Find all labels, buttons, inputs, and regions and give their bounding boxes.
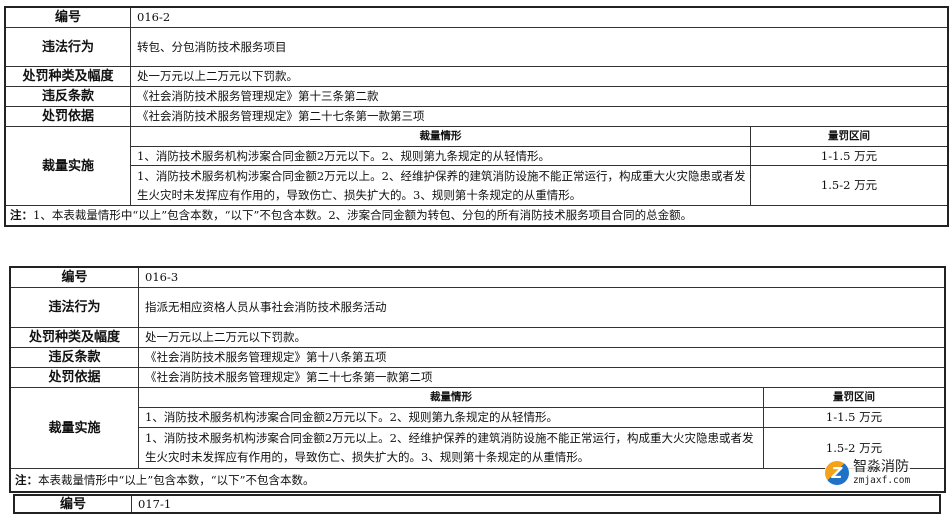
id-value: 016-3 [139,268,944,288]
note-row: 注： 1、本表裁量情形中“以上”包含本数，“以下”不包含本数。2、涉案合同金额为转… [6,206,947,225]
penalty-table-017-1: 编号 017-1 [13,494,941,514]
violated-clause-label: 违反条款 [6,87,131,107]
range-cell: 1-1.5 万元 [751,147,947,166]
col-situation-header: 裁量情形 [131,127,751,147]
penalty-label: 处罚种类及幅度 [11,328,139,348]
violated-clause-label: 违反条款 [11,348,139,368]
situation-cell: 1、消防技术服务机构涉案合同金额2万元以上。2、经维护保养的建筑消防设施不能正常… [131,166,751,206]
violation-value: 指派无相应资格人员从事社会消防技术服务活动 [139,288,944,328]
situation-cell: 1、消防技术服务机构涉案合同金额2万元以上。2、经维护保养的建筑消防设施不能正常… [139,428,764,469]
id-value: 017-1 [138,496,172,511]
violated-clause-value: 《社会消防技术服务管理规定》第十八条第五项 [139,348,944,368]
col-range-header: 量罚区间 [764,388,944,408]
discretion-label: 裁量实施 [6,127,131,206]
id-label: 编号 [15,496,132,512]
range-cell: 1-1.5 万元 [764,408,944,428]
violation-label: 违法行为 [11,288,139,328]
col-situation-header: 裁量情形 [139,388,764,408]
watermark-logo-icon: Z [825,461,849,485]
id-label: 编号 [6,8,131,28]
basis-label: 处罚依据 [6,107,131,127]
violation-value: 转包、分包消防技术服务项目 [131,28,947,67]
note-row: 注： 本表裁量情形中“以上”包含本数，“以下”不包含本数。 [11,469,944,491]
range-cell: 1.5-2 万元 [751,166,947,206]
discretion-label: 裁量实施 [11,388,139,469]
id-value: 016-2 [131,8,947,28]
basis-value: 《社会消防技术服务管理规定》第二十七条第一款第三项 [131,107,947,127]
violated-clause-value: 《社会消防技术服务管理规定》第十三条第二款 [131,87,947,107]
watermark: Z 智淼消防 zmjaxf.com [825,459,911,486]
watermark-url: zmjaxf.com [853,475,911,486]
watermark-name: 智淼消防 [853,459,909,475]
penalty-label: 处罚种类及幅度 [6,67,131,87]
basis-value: 《社会消防技术服务管理规定》第二十七条第一款第二项 [139,368,944,388]
note-text: 1、本表裁量情形中“以上”包含本数，“以下”不包含本数。2、涉案合同金额为转包、… [33,208,693,222]
id-label: 编号 [11,268,139,288]
penalty-value: 处一万元以上二万元以下罚款。 [139,328,944,348]
note-label: 注： [15,472,38,487]
note-label: 注： [10,208,33,222]
basis-label: 处罚依据 [11,368,139,388]
penalty-table-016-3: 编号 016-3 违法行为 指派无相应资格人员从事社会消防技术服务活动 处罚种类… [9,266,946,493]
penalty-value: 处一万元以上二万元以下罚款。 [131,67,947,87]
violation-label: 违法行为 [6,28,131,67]
situation-cell: 1、消防技术服务机构涉案合同金额2万元以下。2、规则第九条规定的从轻情形。 [139,408,764,428]
situation-cell: 1、消防技术服务机构涉案合同金额2万元以下。2、规则第九条规定的从轻情形。 [131,147,751,166]
col-range-header: 量罚区间 [751,127,947,147]
note-text: 本表裁量情形中“以上”包含本数，“以下”不包含本数。 [38,472,315,487]
penalty-table-016-2: 编号 016-2 违法行为 转包、分包消防技术服务项目 处罚种类及幅度 处一万元… [4,6,949,227]
